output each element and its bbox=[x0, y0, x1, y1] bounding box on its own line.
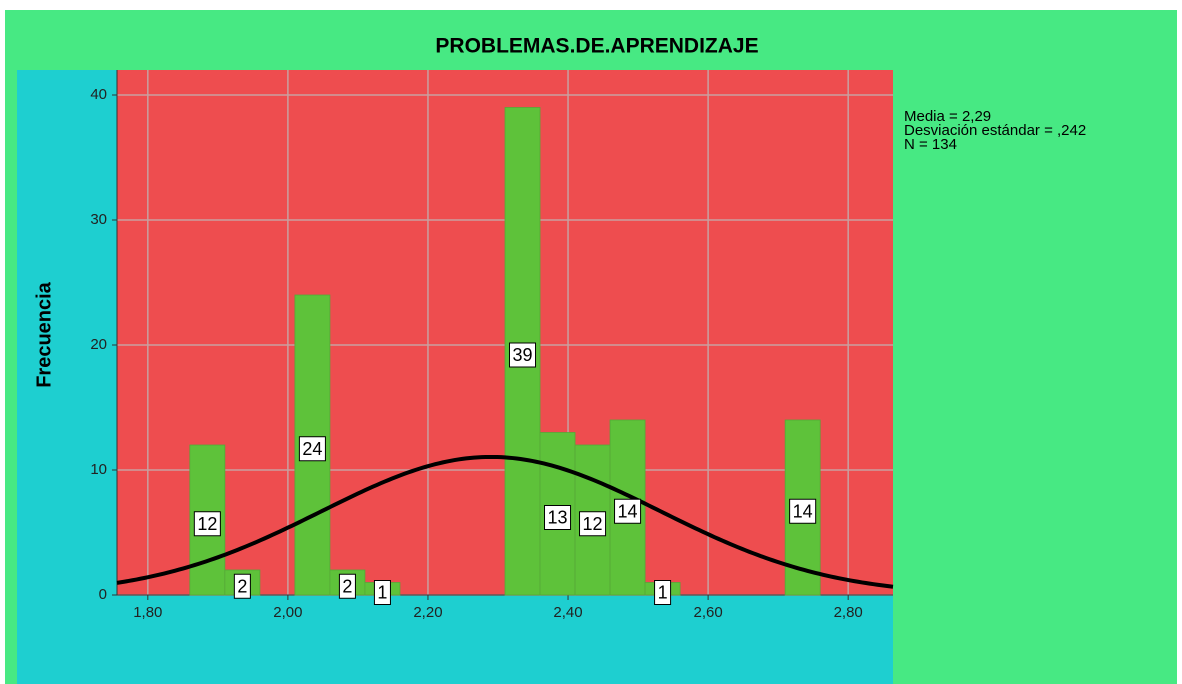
normal-curve bbox=[116, 454, 894, 589]
data-label-box bbox=[654, 580, 672, 605]
data-label: 2 bbox=[237, 576, 247, 596]
data-label: 14 bbox=[618, 501, 638, 521]
y-tick-label: 40 bbox=[90, 86, 107, 103]
data-label: 14 bbox=[793, 501, 813, 521]
x-tick-label: 2,80 bbox=[834, 604, 863, 621]
x-tick-label: 2,00 bbox=[273, 604, 302, 621]
data-label: 12 bbox=[197, 514, 217, 534]
data-label-box bbox=[789, 498, 817, 524]
stats-annotation: Media = 2,29 bbox=[904, 108, 991, 125]
x-tick-label: 2,20 bbox=[413, 604, 442, 621]
data-label: 13 bbox=[548, 508, 568, 528]
data-label-box bbox=[579, 511, 607, 537]
data-label-box bbox=[373, 580, 391, 605]
x-tick-label: 2,40 bbox=[553, 604, 582, 621]
data-label-box bbox=[338, 573, 356, 599]
y-axis-label: Frecuencia bbox=[33, 281, 55, 387]
data-label: 39 bbox=[512, 345, 532, 365]
data-label: 1 bbox=[377, 583, 387, 603]
y-tick-label: 20 bbox=[90, 336, 107, 353]
data-label: 12 bbox=[583, 514, 603, 534]
x-tick-label: 2,60 bbox=[694, 604, 723, 621]
y-tick-label: 10 bbox=[90, 461, 107, 478]
data-label-box bbox=[614, 498, 642, 524]
data-label: 2 bbox=[342, 576, 352, 596]
data-label-box bbox=[298, 436, 326, 462]
data-label: 1 bbox=[658, 583, 668, 603]
data-label-box bbox=[544, 505, 572, 530]
stats-annotation: Desviación estándar = ,242 bbox=[904, 122, 1086, 139]
data-label-box bbox=[233, 573, 251, 599]
data-label: 24 bbox=[302, 439, 322, 459]
x-tick-label: 1,80 bbox=[133, 604, 162, 621]
data-label-box bbox=[193, 511, 221, 537]
data-label-box bbox=[508, 342, 537, 368]
y-tick-label: 0 bbox=[99, 586, 107, 603]
chart-title: PROBLEMAS.DE.APRENDIZAJE bbox=[435, 35, 758, 58]
stats-annotation: N = 134 bbox=[904, 136, 957, 153]
y-tick-label: 30 bbox=[90, 211, 107, 228]
